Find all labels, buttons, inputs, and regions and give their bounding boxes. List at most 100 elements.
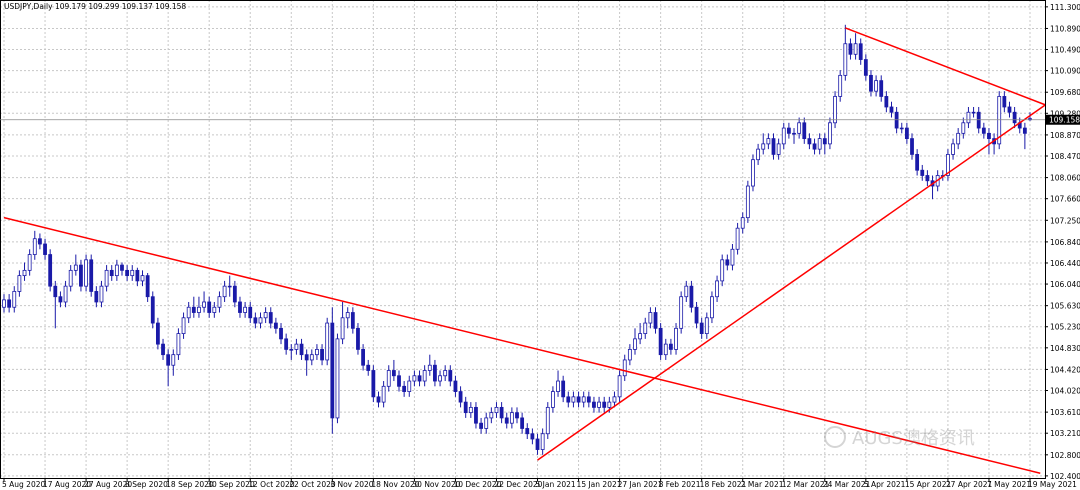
candle-body bbox=[504, 417, 509, 424]
candle-body bbox=[12, 291, 17, 308]
candle-body bbox=[171, 354, 176, 366]
y-tick-label: 108.870 bbox=[1050, 131, 1080, 140]
y-tick-label: 103.210 bbox=[1050, 429, 1080, 438]
candle-body bbox=[289, 349, 294, 351]
candle-body bbox=[740, 217, 745, 229]
candle-body bbox=[771, 138, 776, 155]
candle-body bbox=[340, 317, 345, 340]
candle-body bbox=[73, 264, 78, 271]
candle-body bbox=[889, 106, 894, 113]
candle-body bbox=[150, 296, 155, 324]
x-tick-label: 22 Dec 2020 bbox=[494, 480, 542, 489]
x-tick-label: 2 Mar 2021 bbox=[741, 480, 784, 489]
candle-body bbox=[381, 385, 386, 403]
y-tick-label: 104.830 bbox=[1050, 344, 1080, 353]
candle-body bbox=[304, 354, 309, 361]
x-tick-label: 10 Dec 2020 bbox=[453, 480, 501, 489]
candle-body bbox=[638, 333, 643, 340]
y-tick-label: 102.400 bbox=[1050, 472, 1080, 481]
y-tick-label: 106.440 bbox=[1050, 259, 1080, 268]
candle-body bbox=[325, 322, 330, 361]
candle-body bbox=[458, 391, 463, 403]
candle-body bbox=[545, 406, 550, 435]
x-tick-label: 7 May 2021 bbox=[987, 480, 1031, 489]
y-tick-label: 108.060 bbox=[1050, 174, 1080, 183]
candle-body bbox=[397, 375, 401, 387]
candle-body bbox=[658, 327, 663, 356]
candle-body bbox=[145, 275, 150, 298]
trendline bbox=[537, 104, 1046, 461]
candle-body bbox=[535, 438, 540, 450]
candle-body bbox=[904, 127, 909, 140]
candle-body bbox=[463, 401, 468, 414]
candle-body bbox=[1007, 106, 1012, 113]
candle-body bbox=[592, 401, 596, 408]
candle-body bbox=[89, 259, 94, 292]
candle-body bbox=[438, 375, 442, 382]
candle-body bbox=[22, 269, 27, 277]
candle-body bbox=[684, 285, 689, 298]
candle-body bbox=[166, 354, 171, 366]
candle-body bbox=[1012, 111, 1017, 124]
candle-body bbox=[222, 285, 227, 298]
candle-body bbox=[84, 259, 88, 287]
x-tick-label: 18 Feb 2021 bbox=[700, 480, 747, 489]
candle-body bbox=[597, 401, 601, 408]
candle-body bbox=[140, 275, 145, 282]
x-tick-label: 8 Feb 2021 bbox=[659, 480, 701, 489]
marks bbox=[2, 24, 1046, 474]
candle-body bbox=[315, 349, 319, 356]
candle-body bbox=[191, 306, 196, 313]
candle-body bbox=[653, 312, 658, 329]
candle-body bbox=[330, 322, 335, 419]
candle-body bbox=[828, 122, 832, 145]
candle-body bbox=[474, 406, 478, 424]
candle-body bbox=[479, 422, 483, 429]
candle-body bbox=[899, 127, 904, 130]
x-tick-label: 8 Sep 2020 bbox=[125, 480, 168, 489]
candle-body bbox=[987, 132, 991, 140]
candle-body bbox=[858, 43, 863, 60]
last-price-tag bbox=[1046, 114, 1080, 125]
high-value: 109.299 bbox=[88, 2, 119, 11]
watermark-icon bbox=[824, 426, 846, 448]
y-tick-label: 111.300 bbox=[1050, 3, 1080, 12]
candle-body bbox=[494, 406, 499, 414]
candle-body bbox=[745, 185, 750, 219]
candle-body bbox=[981, 127, 986, 134]
candle-body bbox=[622, 359, 627, 377]
candle-body bbox=[207, 301, 212, 313]
y-tick-label: 104.420 bbox=[1050, 365, 1080, 374]
candle-body bbox=[694, 306, 699, 324]
candle-body bbox=[94, 291, 99, 303]
candle-body bbox=[838, 74, 843, 97]
candle-body bbox=[766, 138, 771, 145]
candle-body bbox=[125, 269, 130, 277]
low-value: 109.137 bbox=[122, 2, 153, 11]
candle-body bbox=[238, 301, 242, 313]
candle-body bbox=[130, 269, 135, 277]
candle-body bbox=[43, 243, 47, 255]
candle-body bbox=[48, 254, 53, 287]
candle-body bbox=[253, 317, 258, 324]
candle-body bbox=[710, 296, 714, 319]
candle-body bbox=[966, 111, 971, 124]
candle-body bbox=[350, 312, 355, 329]
candle-body bbox=[833, 96, 837, 124]
candle-body bbox=[612, 396, 617, 403]
open-value: 109.179 bbox=[55, 2, 86, 11]
candle-body bbox=[453, 380, 458, 392]
candle-body bbox=[520, 417, 525, 429]
y-tick-label: 110.890 bbox=[1050, 24, 1080, 33]
watermark: AUGS澳格资讯 bbox=[824, 426, 975, 449]
x-tick-label: 27 Jan 2021 bbox=[618, 480, 663, 489]
candle-body bbox=[756, 148, 761, 161]
candle-body bbox=[689, 285, 694, 308]
x-tick-label: 30 Nov 2020 bbox=[412, 480, 460, 489]
candle-body bbox=[617, 375, 622, 398]
candle-body bbox=[17, 275, 22, 292]
candle-body bbox=[79, 264, 83, 287]
candle-body bbox=[797, 122, 802, 134]
